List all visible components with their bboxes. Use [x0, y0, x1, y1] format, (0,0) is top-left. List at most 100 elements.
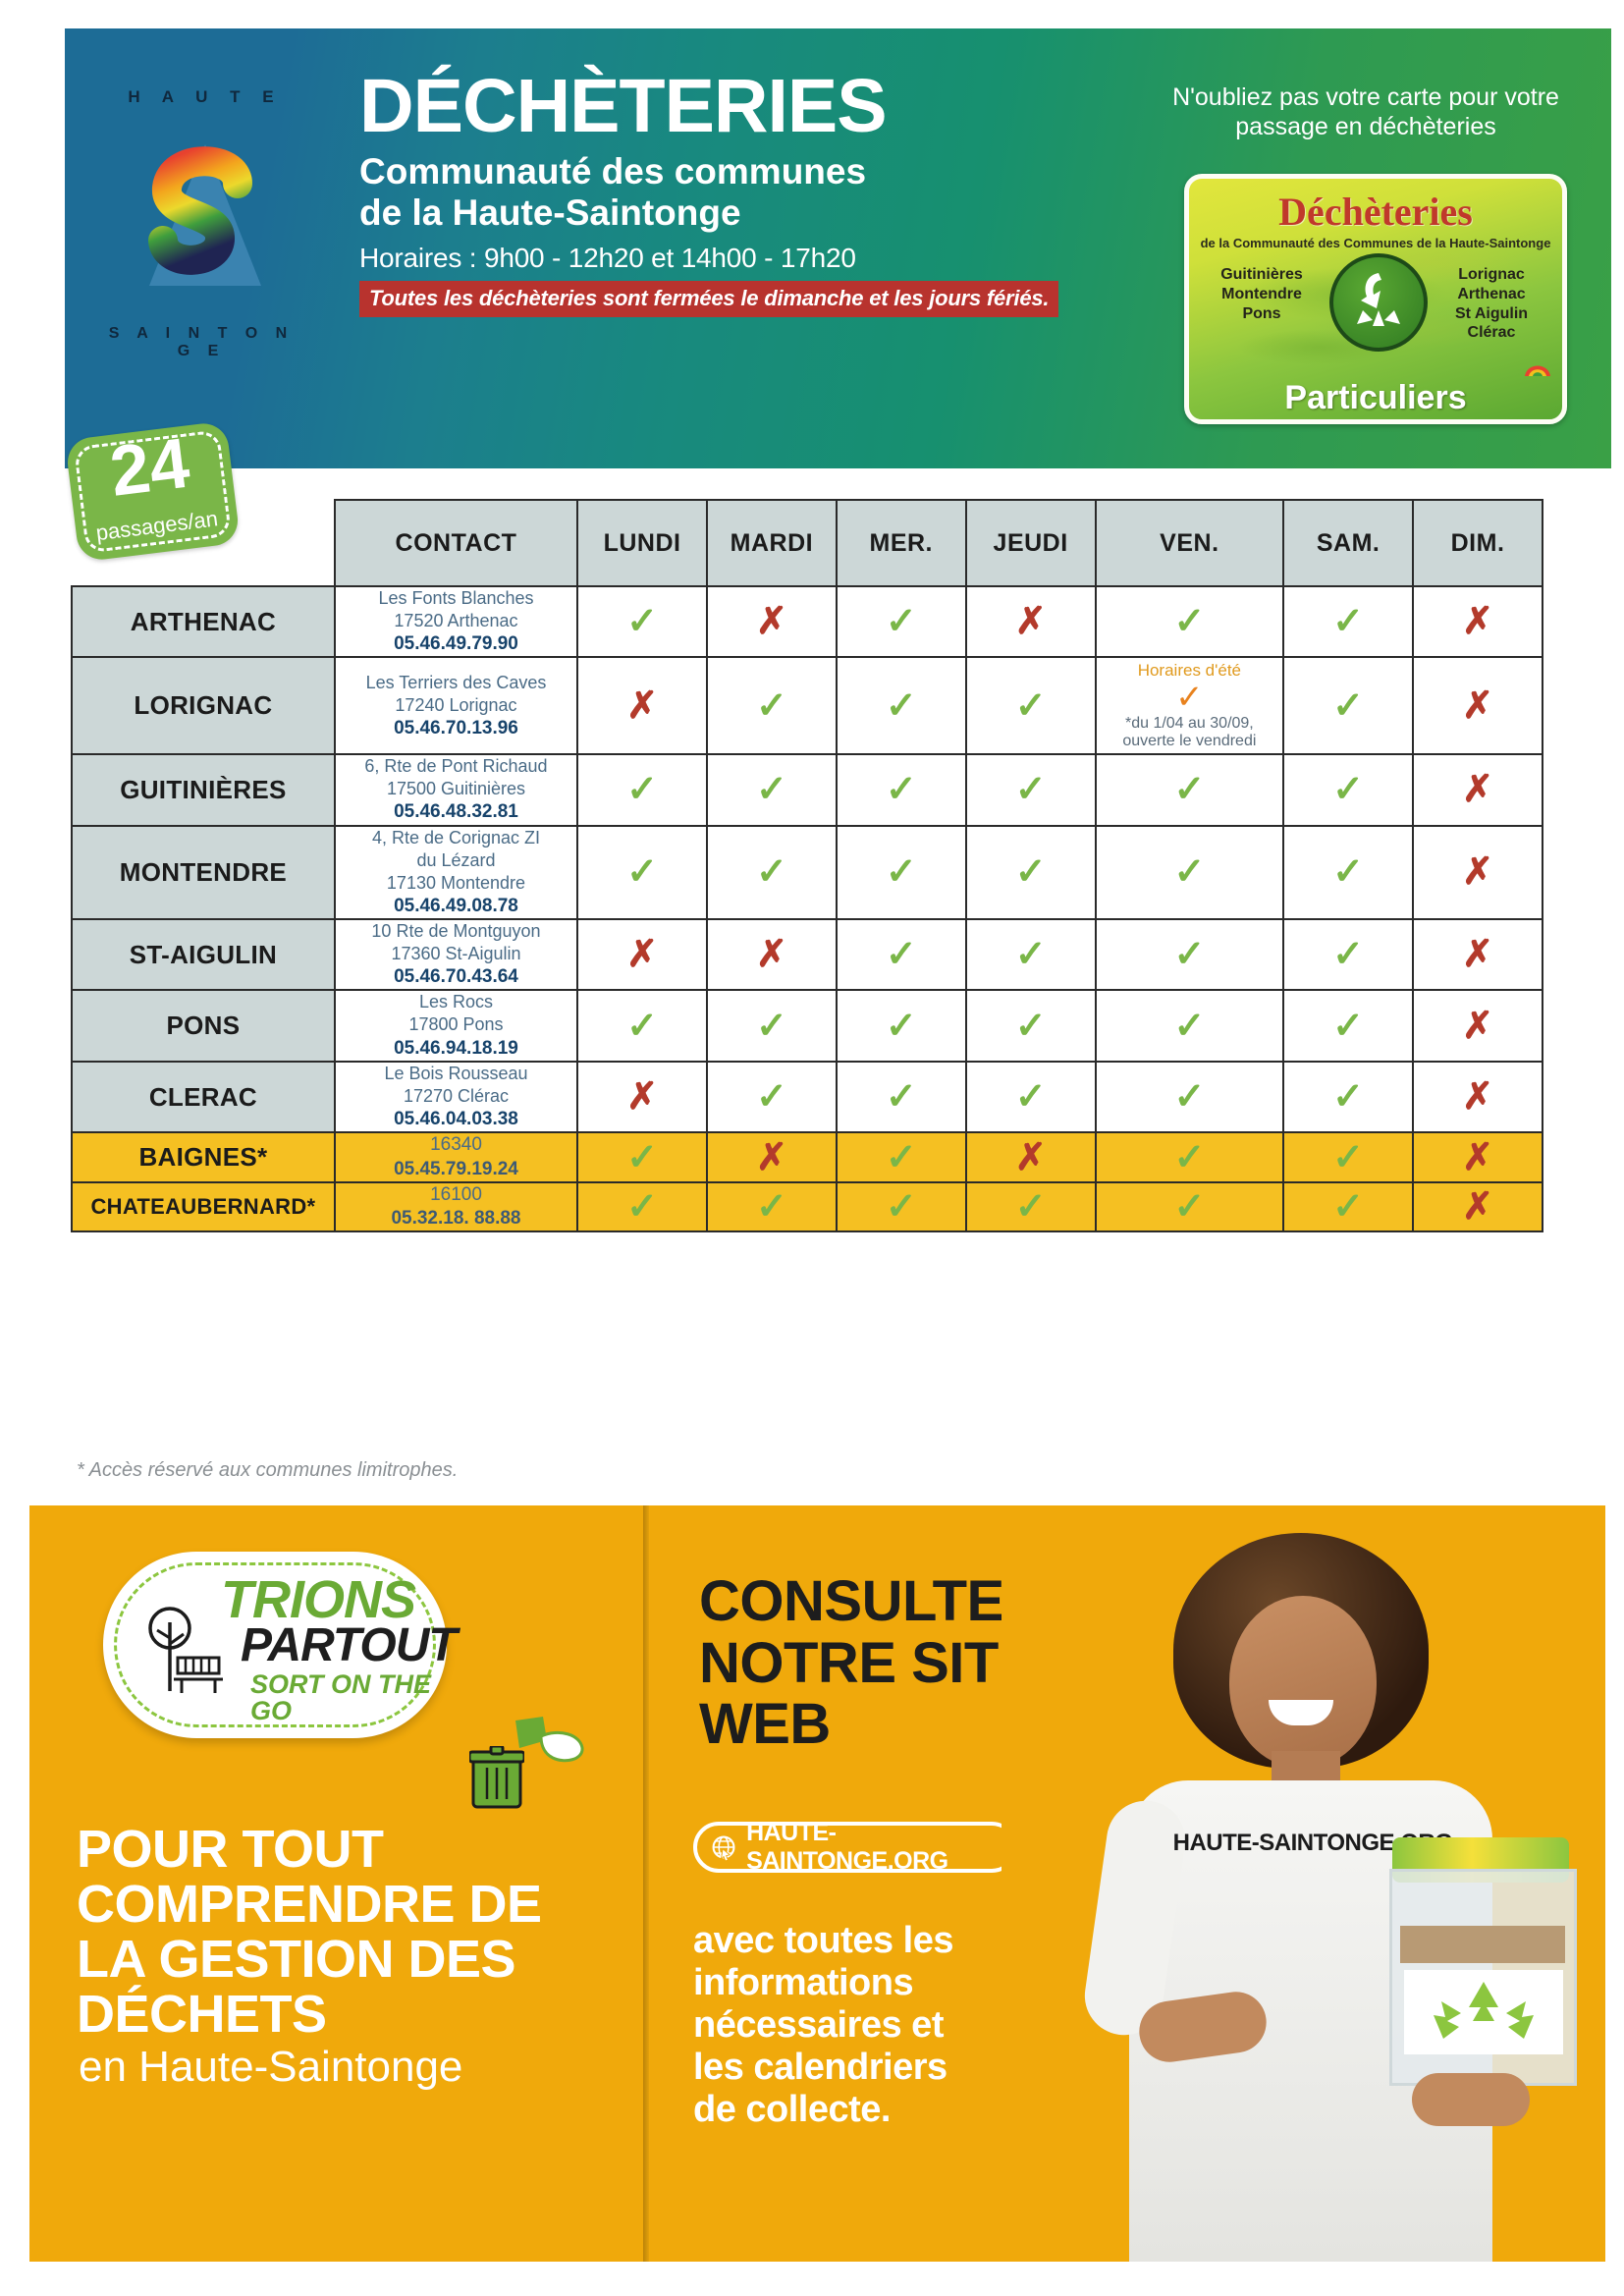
photo-recycle-box: [1389, 1869, 1577, 2086]
check-icon: ✓: [885, 601, 917, 643]
row-address-line2: 16340: [430, 1134, 482, 1156]
day-cell: ✓: [1282, 656, 1415, 756]
day-cell: ✓: [576, 584, 708, 659]
row-address-line1: Le Bois Rousseau: [384, 1063, 528, 1083]
row-site-name: ARTHENAC: [71, 584, 336, 659]
day-cell: ✓: [1282, 584, 1415, 659]
header-title-block: DÉCHÈTERIES Communauté des communes de l…: [359, 68, 1076, 318]
cross-icon: ✗: [1462, 1136, 1493, 1178]
check-icon: ✓: [755, 1186, 787, 1229]
day-cell: ✓: [964, 989, 1097, 1063]
row-address-line2: 17500 Guitinières: [386, 779, 526, 799]
check-icon: ✓: [755, 1005, 787, 1047]
row-phone: 05.46.70.43.64: [394, 966, 518, 988]
day-cell: ✓: [964, 656, 1097, 756]
promo-fold-line: [643, 1505, 649, 2262]
cross-icon: ✗: [626, 1076, 658, 1119]
row-address-line1: 4, Rte de Corignac ZI: [371, 827, 541, 847]
check-icon: ✓: [1173, 769, 1206, 811]
logo-bottom-text: S A I N T O N G E: [108, 325, 295, 359]
row-address-line2: 17520 Arthenac: [394, 611, 518, 631]
row-phone: 05.46.04.03.38: [394, 1108, 518, 1129]
row-contact: Les Fonts Blanches 17520 Arthenac 05.46.49…: [333, 584, 579, 659]
check-icon: ✓: [1332, 684, 1365, 727]
day-cell: ✓: [835, 989, 967, 1063]
subtitle-line-1: Communauté des communes: [359, 151, 867, 192]
day-cell: ✓: [576, 753, 708, 827]
cross-icon: ✗: [755, 934, 787, 976]
check-icon: ✓: [755, 684, 787, 727]
check-icon: ✓: [1173, 1076, 1206, 1119]
summer-fine-print: *du 1/04 au 30/09, ouverte le vendredi: [1122, 714, 1257, 749]
check-icon: ✓: [755, 769, 787, 811]
day-cell: ✓: [1094, 918, 1285, 992]
row-address-line1: 6, Rte de Pont Richaud: [364, 756, 548, 777]
header-cell-dimanche: DIM.: [1412, 499, 1543, 587]
website-url-pill[interactable]: HAUTE-SAINTONGE.ORG: [693, 1819, 1017, 1875]
day-cell: ✓: [1094, 989, 1285, 1063]
cross-icon: ✗: [1462, 1005, 1493, 1047]
schedule-table-wrapper: CONTACT LUNDI MARDI MER. JEUDI VEN. SAM.…: [71, 499, 1543, 1233]
card-subtitle: de la Communauté des Communes de la Haut…: [1200, 236, 1551, 250]
subtitle-line-2: de la Haute-Saintonge: [359, 191, 741, 233]
trash-bin-icon: [469, 1746, 524, 1809]
day-cell: ✓: [1282, 918, 1415, 992]
header-cell-mardi: MARDI: [705, 499, 838, 587]
row-contact: 16100 05.32.18. 88.88: [333, 1180, 579, 1233]
day-cell: ✗: [576, 656, 708, 756]
day-cell: ✓: [964, 918, 1097, 992]
cross-icon: ✗: [1014, 601, 1047, 643]
day-cell: ✓: [964, 824, 1097, 921]
header-cell-blank: [72, 500, 335, 586]
day-cell: ✓: [705, 1060, 838, 1134]
cross-icon: ✗: [1462, 601, 1493, 643]
header-cell-contact: CONTACT: [333, 499, 579, 587]
day-cell: ✗: [1412, 753, 1543, 827]
header-banner: H A U T E S A I N T O N G E DÉCHÈTERIES …: [65, 28, 1611, 468]
check-icon: ✓: [1014, 684, 1047, 727]
table-row: LORIGNAC Les Terriers des Caves 17240 Lori…: [71, 656, 1543, 756]
table-footnote: * Accès réservé aux communes limitrophes…: [77, 1459, 459, 1481]
check-icon: ✓: [1014, 1076, 1047, 1119]
photo-face: [1229, 1596, 1377, 1768]
check-icon: ✓: [1332, 1136, 1365, 1178]
day-cell: ✗: [1412, 918, 1543, 992]
day-cell: ✗: [964, 584, 1097, 659]
day-cell: ✓: [835, 584, 967, 659]
day-cell: ✗: [576, 1060, 708, 1134]
cross-icon: ✗: [1462, 851, 1493, 894]
check-icon: ✓: [755, 851, 787, 894]
row-site-name: LORIGNAC: [71, 656, 336, 756]
row-phone: 05.32.18. 88.88: [391, 1208, 521, 1230]
day-cell: ✗: [1412, 656, 1543, 756]
photo-cardboard: [1400, 1926, 1565, 1963]
day-cell: ✓: [1094, 824, 1285, 921]
card-reminder-text: N'oubliez pas votre carte pour votre pas…: [1172, 83, 1559, 140]
check-icon: ✓: [1014, 769, 1047, 811]
day-cell: ✓: [835, 753, 967, 827]
table-row: MONTENDRE 4, Rte de Corignac ZI du Lézard 1…: [71, 824, 1543, 921]
day-cell: ✗: [964, 1131, 1097, 1183]
promo-left-subheading: en Haute-Saintonge: [79, 2043, 463, 2091]
day-cell: ✓: [1282, 1060, 1415, 1134]
cross-icon: ✗: [626, 684, 658, 727]
logo-top-text: H A U T E: [128, 87, 283, 106]
table-row: BAIGNES* 16340 05.45.79.19.24 ✓ ✗ ✓ ✗ ✓ ✓ ✗: [71, 1131, 1543, 1183]
table-row: ARTHENAC Les Fonts Blanches 17520 Arthenac…: [71, 584, 1543, 659]
day-cell: ✓: [1094, 1060, 1285, 1134]
photo-holding-hand: [1412, 2073, 1530, 2126]
row-site-name: CHATEAUBERNARD*: [71, 1180, 336, 1233]
day-cell: ✓: [705, 989, 838, 1063]
promo-left-heading: POUR TOUT COMPRENDRE DE LA GESTION DES D…: [77, 1820, 542, 2045]
card-title: Déchèteries: [1278, 190, 1473, 234]
header-cell-vendredi: VEN.: [1094, 499, 1285, 587]
cross-icon: ✗: [1462, 1186, 1493, 1229]
day-cell: ✗: [1412, 824, 1543, 921]
cross-icon: ✗: [1462, 684, 1493, 727]
row-contact: 4, Rte de Corignac ZI du Lézard 17130 Mont…: [333, 824, 579, 921]
haute-saintonge-logo: H A U T E S A I N T O N G E: [109, 87, 298, 372]
cross-icon: ✗: [1462, 1076, 1493, 1119]
day-cell: ✓: [705, 824, 838, 921]
globe-cursor-icon: [712, 1835, 735, 1862]
row-contact: 16340 05.45.79.19.24: [333, 1131, 579, 1183]
